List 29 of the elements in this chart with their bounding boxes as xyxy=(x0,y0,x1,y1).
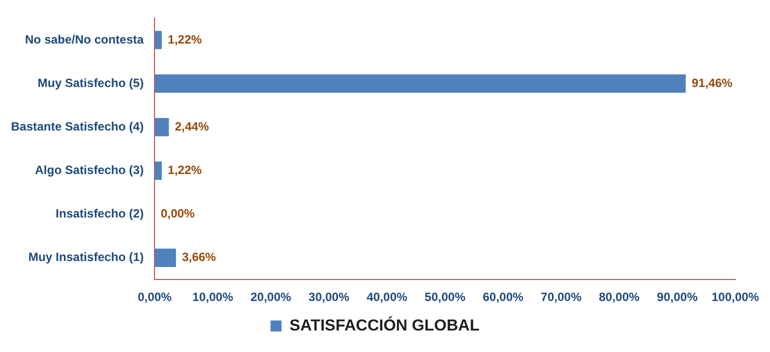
bar xyxy=(154,30,162,50)
y-tick-label: No sabe/No contesta xyxy=(25,32,144,46)
x-tick-label: 60,00% xyxy=(482,290,524,304)
x-tick-label: 0,00% xyxy=(138,290,172,304)
y-tick-label: Insatisfecho (2) xyxy=(56,206,144,221)
data-label: 2,44% xyxy=(174,119,210,134)
x-tick-label: 70,00% xyxy=(540,290,582,304)
data-label: 0,00% xyxy=(160,206,196,221)
data-label: 91,46% xyxy=(692,76,733,90)
bar xyxy=(154,118,169,136)
y-tick-label: Algo Satisfecho (3) xyxy=(35,162,144,177)
bar xyxy=(154,162,162,180)
data-label: 1,22% xyxy=(168,32,202,46)
x-tick-label: 20,00% xyxy=(250,290,292,304)
y-tick-label: Muy Insatisfecho (1) xyxy=(28,250,144,264)
x-tick-label: 30,00% xyxy=(308,290,350,304)
x-tick-label: 90,00% xyxy=(656,290,698,304)
bar xyxy=(154,74,686,93)
x-tick-label: 100,00% xyxy=(712,290,760,304)
bar xyxy=(154,248,176,267)
data-label: 1,22% xyxy=(168,162,202,177)
x-tick-label: 40,00% xyxy=(366,290,408,304)
x-tick-label: 80,00% xyxy=(598,290,640,304)
data-label: 3,66% xyxy=(182,250,216,264)
x-tick-label: 50,00% xyxy=(424,290,466,304)
legend-label: SATISFACCIÓN GLOBAL xyxy=(290,315,480,334)
y-tick-label: Bastante Satisfecho (4) xyxy=(11,119,144,134)
y-tick-label: Muy Satisfecho (5) xyxy=(38,76,144,90)
x-tick-label: 10,00% xyxy=(192,290,234,304)
